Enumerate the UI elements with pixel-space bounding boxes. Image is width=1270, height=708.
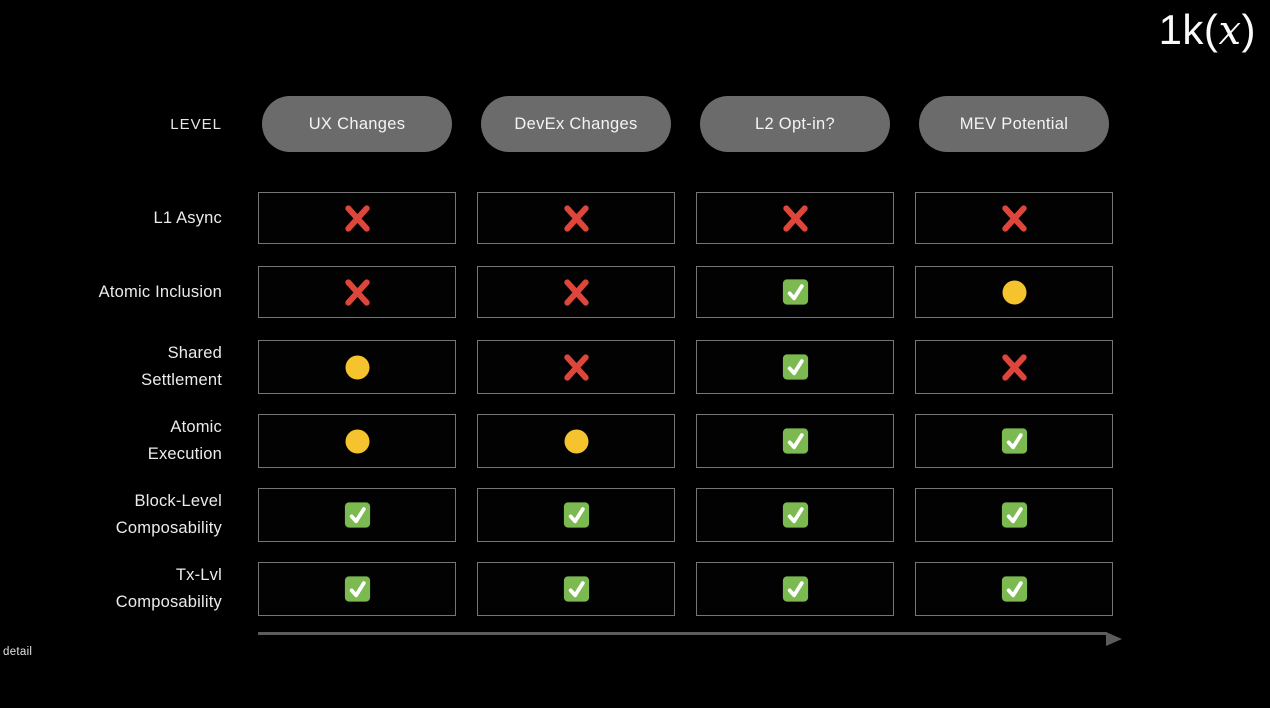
row-label-line: Block-Level [134, 492, 222, 510]
table-cell-cross [477, 266, 675, 318]
row-label: Block-Level Composability [0, 488, 237, 542]
check-icon [782, 278, 809, 306]
check-icon [1001, 427, 1028, 455]
cross-icon [561, 278, 592, 307]
table-cell-cross [258, 266, 456, 318]
logo-suffix: ) [1241, 6, 1256, 53]
check-icon [344, 575, 371, 603]
cross-icon [999, 353, 1030, 382]
table-row: L1 Async [0, 192, 1113, 244]
yellow-dot-icon [345, 355, 370, 380]
column-header-ux-changes: UX Changes [262, 96, 452, 152]
row-label-line: Execution [147, 445, 222, 463]
check-icon [782, 501, 809, 529]
table-row: Shared Settlement [0, 340, 1113, 394]
logo-prefix: 1k( [1158, 6, 1219, 53]
check-icon [1001, 501, 1028, 529]
table-cell-cross [696, 192, 894, 244]
row-label-line: Settlement [141, 371, 222, 389]
table-cell-check [696, 266, 894, 318]
table-cell-cross [477, 340, 675, 394]
yellow-dot-icon [564, 429, 589, 454]
column-header-mev-potential: MEV Potential [919, 96, 1109, 152]
table-cell-dot [477, 414, 675, 468]
row-label: Shared Settlement [0, 340, 237, 394]
table-cell-check [696, 340, 894, 394]
table-row: Atomic Inclusion [0, 266, 1113, 318]
level-label: LEVEL [170, 115, 222, 133]
comparison-matrix: LEVEL UX Changes DevEx Changes L2 Opt-in… [0, 96, 1122, 658]
cross-icon [342, 204, 373, 233]
table-cell-cross [258, 192, 456, 244]
check-icon [563, 501, 590, 529]
table-cell-cross [915, 192, 1113, 244]
table-row: Block-Level Composability [0, 488, 1113, 542]
table-cell-cross [915, 340, 1113, 394]
table-cell-check [696, 488, 894, 542]
table-cell-dot [258, 340, 456, 394]
row-label-line: Tx-Lvl [175, 566, 222, 584]
table-cell-cross [477, 192, 675, 244]
cross-icon [561, 204, 592, 233]
check-icon [782, 427, 809, 455]
yellow-dot-icon [345, 429, 370, 454]
table-row: Tx-Lvl Composability [0, 562, 1113, 616]
row-label: Atomic Execution [0, 414, 237, 468]
table-cell-check [477, 562, 675, 616]
header-row: LEVEL UX Changes DevEx Changes L2 Opt-in… [0, 96, 1113, 152]
arrow-head [1106, 632, 1122, 646]
table-cell-check [915, 562, 1113, 616]
table-rows: L1 Async Atomic Inclusion Shared Settlement… [0, 192, 1113, 616]
cross-icon [342, 278, 373, 307]
table-cell-check [696, 414, 894, 468]
cross-icon [780, 204, 811, 233]
arrow-right-icon [258, 632, 1107, 635]
table-cell-check [915, 488, 1113, 542]
row-label-line: Atomic [170, 418, 222, 436]
table-cell-dot [915, 266, 1113, 318]
row-label-line: Composability [115, 519, 222, 537]
column-header-devex-changes: DevEx Changes [481, 96, 671, 152]
row-label-line: Atomic Inclusion [98, 282, 222, 301]
detail-axis [258, 632, 1122, 646]
table-cell-check [258, 488, 456, 542]
table-cell-dot [258, 414, 456, 468]
row-label-line: Shared [167, 344, 222, 362]
logo-x: x [1218, 8, 1242, 54]
table-cell-check [696, 562, 894, 616]
column-header-l2-opt-in: L2 Opt-in? [700, 96, 890, 152]
table-cell-check [915, 414, 1113, 468]
table-row: Atomic Execution [0, 414, 1113, 468]
row-label: Tx-Lvl Composability [0, 562, 237, 616]
row-label-line: L1 Async [153, 208, 222, 227]
check-icon [1001, 575, 1028, 603]
row-label: L1 Async [0, 192, 237, 244]
cross-icon [561, 353, 592, 382]
check-icon [782, 575, 809, 603]
check-icon [782, 353, 809, 381]
check-icon [344, 501, 371, 529]
check-icon [563, 575, 590, 603]
row-label: Atomic Inclusion [0, 266, 237, 318]
table-cell-check [258, 562, 456, 616]
row-label-line: Composability [115, 593, 222, 611]
yellow-dot-icon [1002, 280, 1027, 305]
cross-icon [999, 204, 1030, 233]
detail-axis-label: detail [3, 646, 33, 658]
1kx-logo: 1k(x) [1159, 4, 1256, 57]
table-cell-check [477, 488, 675, 542]
